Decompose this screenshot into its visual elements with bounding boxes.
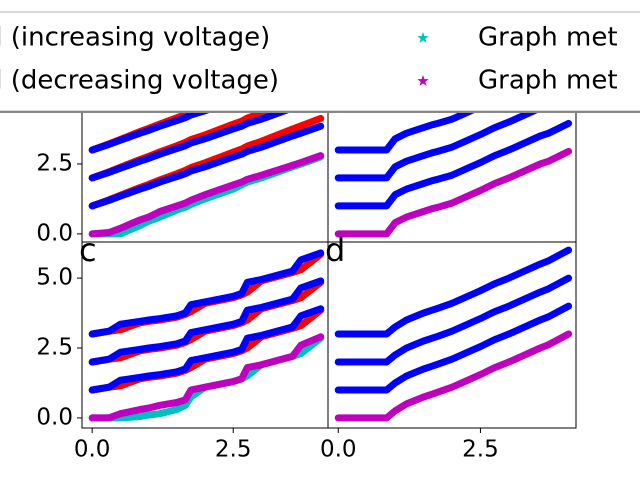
legend-label: d (increasing voltage) bbox=[0, 23, 270, 53]
y-tick-label: 0.0 bbox=[36, 404, 73, 430]
data-line bbox=[334, 302, 573, 394]
legend-box bbox=[0, 11, 640, 112]
legend-label: Graph met bbox=[478, 23, 618, 53]
x-tick-label: 2.5 bbox=[215, 437, 252, 463]
data-line bbox=[334, 246, 573, 338]
data-line bbox=[88, 122, 325, 210]
data-line bbox=[88, 277, 325, 366]
panel-label: d bbox=[325, 231, 345, 269]
y-tick-label: 2.5 bbox=[36, 150, 73, 176]
plot-area bbox=[88, 58, 325, 238]
legend-marker bbox=[417, 32, 429, 43]
data-line bbox=[334, 119, 573, 210]
x-tick-label: 0.0 bbox=[74, 437, 111, 463]
x-tick-label: 2.5 bbox=[462, 437, 499, 463]
plot-area bbox=[88, 249, 325, 422]
data-line bbox=[88, 94, 325, 182]
axes-frame bbox=[327, 241, 577, 429]
legend-label: Graph met bbox=[478, 66, 618, 96]
data-line bbox=[88, 333, 325, 422]
data-line bbox=[334, 330, 573, 422]
data-line bbox=[88, 249, 325, 338]
x-tick-label: 0.0 bbox=[320, 437, 357, 463]
data-line bbox=[334, 147, 573, 238]
legend-label: d (decreasing voltage) bbox=[0, 66, 279, 96]
data-line bbox=[334, 91, 573, 182]
plot-area bbox=[334, 246, 573, 422]
y-tick-label: 5.0 bbox=[36, 265, 73, 291]
panel-label: c bbox=[79, 231, 97, 269]
data-line bbox=[334, 274, 573, 366]
y-tick-label: 2.5 bbox=[36, 335, 73, 361]
y-tick-label: 0.0 bbox=[36, 220, 73, 246]
legend-marker bbox=[417, 75, 429, 86]
data-line bbox=[88, 152, 325, 238]
data-line bbox=[88, 305, 325, 394]
